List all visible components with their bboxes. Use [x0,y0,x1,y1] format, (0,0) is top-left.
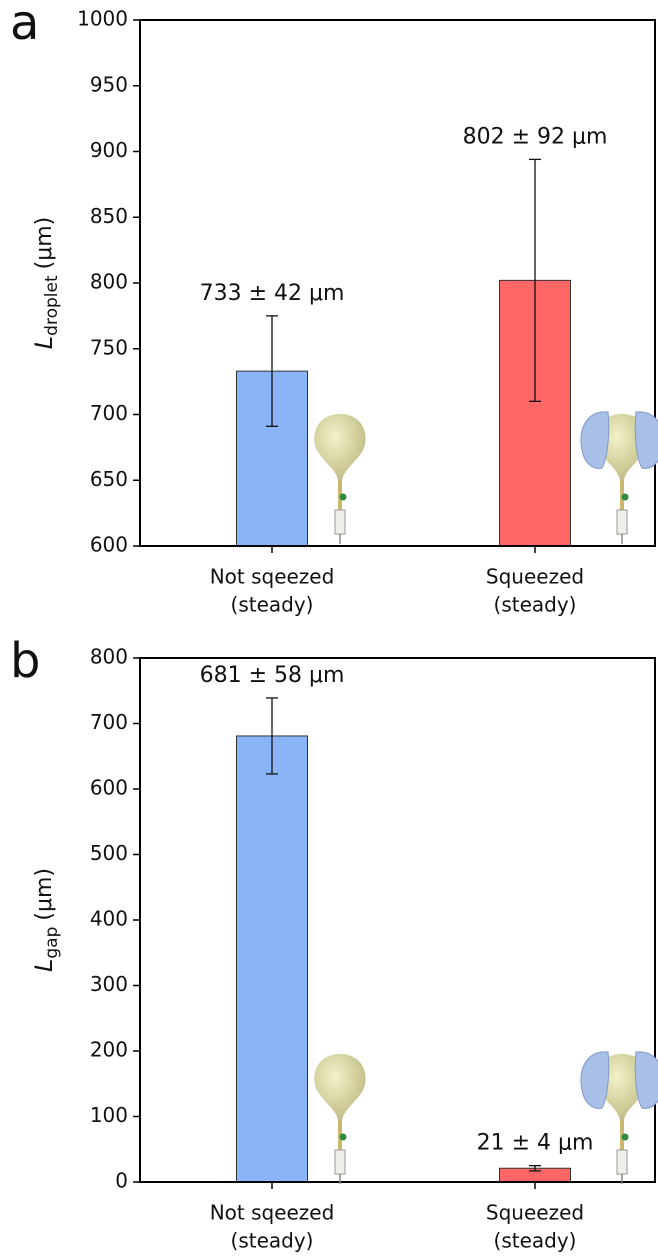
y-tick-label: 600 [90,776,128,800]
x-tick-label: Not sqeezed [210,1201,335,1225]
value-label: 21 ± 4 μm [477,1131,594,1156]
y-tick-label: 950 [90,72,128,96]
value-label: 802 ± 92 μm [463,124,608,149]
value-label: 681 ± 58 μm [200,663,345,688]
y-tick-label: 800 [90,645,128,669]
y-tick-label: 800 [90,270,128,294]
y-axis-label: Lgap (μm) [30,868,62,972]
y-label-main: L [30,336,58,349]
error-bar [266,315,278,427]
y-tick-label: 1000 [77,7,128,31]
y-tick-label: 700 [90,710,128,734]
x-tick-label: (steady) [231,593,314,617]
x-tick-label: (steady) [231,1229,314,1253]
error-bar [529,1164,541,1172]
chart: a Ldroplet (μm) 600 650 700 750 800 850 900 950 100… [10,0,656,617]
y-tick-label: 750 [90,335,128,359]
balloon-icon [313,413,367,545]
y-tick-label: 850 [90,204,128,228]
illustrations [313,411,658,1185]
axes-frame [139,19,656,547]
x-tick-label: (steady) [494,593,577,617]
y-label-sub: gap [42,927,62,959]
y-tick-label: 0 [115,1169,128,1193]
y-label-main: L [30,959,58,972]
y-tick-label: 700 [90,401,128,425]
x-tick-label: Not sqeezed [210,565,335,589]
y-label-unit: (μm) [32,217,57,270]
error-bar [266,697,278,775]
y-tick-label: 600 [90,533,128,557]
y-label-sub: droplet [42,275,62,336]
y-tick-label: 900 [90,138,128,162]
y-tick-label: 500 [90,841,128,865]
chart: b Lgap (μm) 0 100 200 300 400 500 600 700 800 681 ± … [10,633,656,1253]
value-label: 733 ± 42 μm [200,281,345,306]
axes-frame [139,657,656,1183]
panel-label: a [10,0,39,51]
y-label-unit: (μm) [32,868,57,921]
y-tick-label: 100 [90,1103,128,1127]
y-axis-label: Ldroplet (μm) [30,217,62,349]
y-tick-label: 300 [90,972,128,996]
y-tick-label: 200 [90,1038,128,1062]
balloon-icon [313,1053,367,1185]
panel-label: b [10,633,40,689]
y-tick-label: 650 [90,467,128,491]
x-tick-label: Squeezed [486,565,584,589]
error-bar [529,158,541,403]
y-tick-label: 400 [90,907,128,931]
bar [236,735,308,1183]
x-tick-label: (steady) [494,1229,577,1253]
x-tick-label: Squeezed [486,1201,584,1225]
